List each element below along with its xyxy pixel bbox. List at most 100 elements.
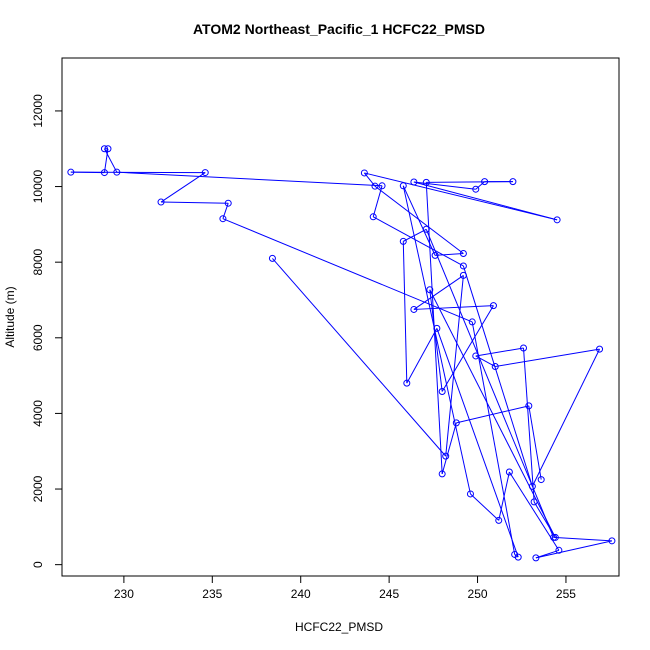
data-point <box>104 145 112 153</box>
series-line-segment <box>160 172 206 203</box>
series-line-segment <box>462 265 533 487</box>
data-point <box>410 178 418 186</box>
data-point <box>459 271 467 279</box>
data-point <box>422 178 430 186</box>
data-point <box>100 145 108 153</box>
y-axis-label: Altitude (m) <box>3 286 17 347</box>
chart-title: ATOM2 Northeast_Pacific_1 HCFC22_PMSD <box>193 21 485 37</box>
data-point <box>481 178 489 186</box>
y-tick-label: 8000 <box>31 249 45 276</box>
series-line-segment <box>372 216 464 267</box>
series-line-segment <box>441 305 494 392</box>
data-point <box>219 215 227 223</box>
series-line-segment <box>413 274 464 310</box>
series-line-segment <box>374 185 464 254</box>
data-point <box>509 178 517 186</box>
data-point <box>371 182 379 190</box>
series-line-segment <box>402 185 471 495</box>
series-line-segment <box>495 348 600 368</box>
series-line-segment <box>402 185 436 256</box>
data-point <box>550 533 558 541</box>
data-point <box>530 498 538 506</box>
data-point <box>537 476 545 484</box>
x-tick-label: 230 <box>114 587 134 601</box>
data-point <box>378 182 386 190</box>
data-point <box>528 482 536 490</box>
data-point <box>555 546 563 554</box>
data-point <box>459 262 467 270</box>
series-line-segment <box>533 501 556 538</box>
series-line-segment <box>161 201 229 204</box>
y-tick-label: 6000 <box>31 324 45 351</box>
series-line-segment <box>426 181 513 183</box>
data-point <box>422 225 430 233</box>
data-point <box>596 345 604 353</box>
data-point <box>157 198 165 206</box>
y-axis: 0 2000 4000 6000 8000 10000 12000 <box>31 94 63 568</box>
data-point <box>525 402 533 410</box>
data-point <box>399 237 407 245</box>
series-line-segment <box>413 181 558 221</box>
series-line-segment <box>441 422 457 475</box>
series-line-segment <box>436 328 519 558</box>
data-point <box>67 168 75 176</box>
series-line-segment <box>531 348 600 487</box>
series-line-segment <box>498 471 510 521</box>
x-tick-label: 240 <box>291 587 311 601</box>
series-line-segment <box>528 405 542 480</box>
data-point <box>410 305 418 313</box>
y-tick-label: 0 <box>31 561 45 568</box>
y-tick-label: 2000 <box>31 475 45 502</box>
series-line-segment <box>471 321 516 555</box>
series-line-segment <box>403 228 427 242</box>
data-point <box>360 169 368 177</box>
x-tick-label: 250 <box>468 587 488 601</box>
data-point <box>442 452 450 460</box>
x-axis-label: HCFC22_PMSD <box>295 620 383 634</box>
data-point <box>268 254 276 262</box>
x-tick-label: 235 <box>202 587 222 601</box>
x-tick-label: 255 <box>556 587 576 601</box>
series-line-segment <box>364 172 558 221</box>
data-point <box>520 344 528 352</box>
y-tick-label: 4000 <box>31 400 45 427</box>
series-line-segment <box>429 289 443 392</box>
data-point <box>608 537 616 545</box>
series-line-segment <box>413 305 494 310</box>
series-line-segment <box>553 536 612 542</box>
data-point <box>403 379 411 387</box>
series-line-segment <box>272 258 447 457</box>
data-point <box>438 387 446 395</box>
series-line-segment <box>435 252 464 256</box>
y-tick-label: 12000 <box>31 94 45 128</box>
data-point <box>201 169 209 177</box>
data-point <box>426 286 434 294</box>
data-point <box>472 352 480 360</box>
series-layer <box>67 145 616 562</box>
data-point <box>438 470 446 478</box>
y-tick-label: 10000 <box>31 170 45 204</box>
data-point <box>532 554 540 562</box>
series-line-segment <box>406 328 438 384</box>
data-point <box>489 302 497 310</box>
data-point <box>472 185 480 193</box>
series-line-segment <box>475 181 485 190</box>
series-line-segment <box>222 218 473 323</box>
data-point <box>468 318 476 326</box>
x-tick-label: 245 <box>379 587 399 601</box>
series-line-segment <box>429 289 556 538</box>
data-point <box>466 490 474 498</box>
data-point <box>553 216 561 224</box>
series-line-segment <box>425 229 555 538</box>
data-point <box>224 199 232 207</box>
data-point <box>369 213 377 221</box>
series-line-segment <box>535 540 613 559</box>
data-point <box>459 249 467 257</box>
series-line-segment <box>445 275 464 457</box>
series-line-segment <box>456 405 529 424</box>
data-point <box>491 363 499 371</box>
data-point <box>431 251 439 259</box>
series-line-segment <box>523 347 535 502</box>
series-line-segment <box>470 493 500 521</box>
